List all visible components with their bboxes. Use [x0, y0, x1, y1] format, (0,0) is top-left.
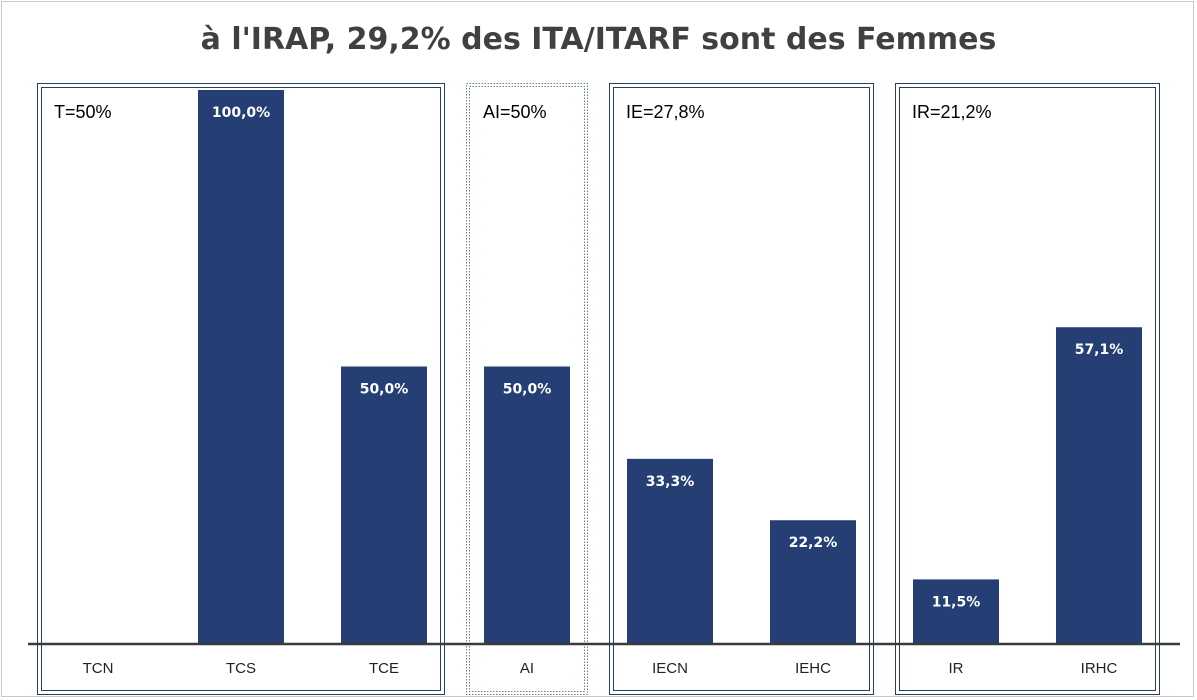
group-ir-irhc-label: IR=21,2%	[912, 102, 992, 122]
group-ai-box-outer	[466, 83, 588, 695]
x-tick-label-iehc: IEHC	[795, 660, 831, 677]
chart-title: à l'IRAP, 29,2% des ITA/ITARF sont des F…	[200, 22, 997, 57]
bar-iehc	[770, 520, 856, 643]
data-label-tcs: 100,0%	[212, 105, 270, 121]
bar-tcs	[198, 90, 284, 643]
data-label-ir: 11,5%	[932, 594, 981, 610]
bar-iecn	[627, 458, 713, 643]
data-label-iehc: 22,2%	[789, 535, 838, 551]
group-tcn-tcs-tce-box-inner	[41, 87, 441, 691]
group-iecn-iehc-label: IE=27,8%	[626, 102, 705, 122]
bar-irhc	[1056, 327, 1142, 643]
x-tick-label-tce: TCE	[369, 660, 399, 677]
group-ir-irhc-box-inner	[899, 87, 1156, 691]
group-iecn-iehc-box-outer	[609, 83, 874, 695]
data-label-tce: 50,0%	[360, 382, 409, 398]
bar-tce	[341, 366, 427, 643]
x-tick-label-iecn: IECN	[652, 660, 688, 677]
group-ai-label: AI=50%	[483, 102, 547, 122]
x-tick-label-tcn: TCN	[83, 660, 114, 677]
group-ai-box-inner	[469, 86, 585, 692]
data-label-irhc: 57,1%	[1075, 342, 1124, 358]
data-label-iecn: 33,3%	[646, 474, 695, 490]
group-tcn-tcs-tce-box-outer	[37, 83, 445, 695]
group-iecn-iehc-box-inner	[613, 87, 870, 691]
x-tick-label-irhc: IRHC	[1081, 660, 1118, 677]
data-label-ai: 50,0%	[503, 382, 552, 398]
bar-ir	[913, 579, 999, 643]
bar-ai	[484, 366, 570, 643]
x-tick-label-ir: IR	[949, 660, 964, 677]
x-tick-label-tcs: TCS	[226, 660, 256, 677]
group-ir-irhc-box-outer	[895, 83, 1160, 695]
x-tick-label-ai: AI	[520, 660, 534, 677]
group-tcn-tcs-tce-label: T=50%	[54, 102, 112, 122]
